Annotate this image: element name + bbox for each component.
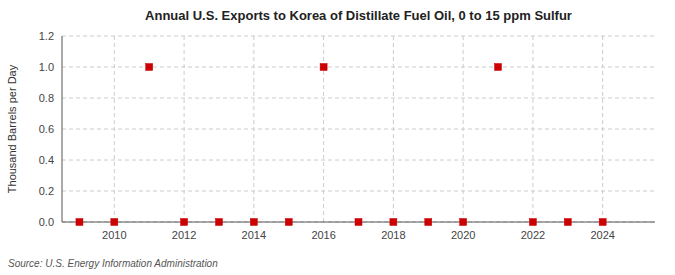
x-grid-line <box>393 36 394 222</box>
source: Source: U.S. Energy Information Administ… <box>8 258 218 269</box>
x-grid-line <box>532 36 533 222</box>
point <box>495 64 502 71</box>
x-tick-label: 2016 <box>311 229 335 241</box>
x-tick-label: 2010 <box>102 229 126 241</box>
y-tick-label: 0.2 <box>39 185 54 197</box>
x-tick-label: 2012 <box>172 229 196 241</box>
points <box>76 64 606 226</box>
y-axis-label: Thousand Barrels per Day <box>6 64 18 193</box>
y-axis-line <box>62 36 63 222</box>
point <box>146 64 153 71</box>
grid <box>62 36 655 222</box>
y-grid-line <box>62 160 655 161</box>
chart: Annual U.S. Exports to Korea of Distilla… <box>0 0 675 275</box>
point <box>285 219 292 226</box>
x-grid-line <box>463 36 464 222</box>
y-grid-line <box>62 98 655 99</box>
x-grid-line <box>253 36 254 222</box>
point <box>250 219 257 226</box>
point <box>460 219 467 226</box>
y-grid-line <box>62 36 655 37</box>
x-tick-label: 2024 <box>590 229 614 241</box>
point <box>564 219 571 226</box>
y-tick-label: 0.8 <box>39 92 54 104</box>
y-tick-label: 0.4 <box>39 154 54 166</box>
x-grid-line <box>602 36 603 222</box>
point <box>529 219 536 226</box>
y-tick-label: 0.6 <box>39 123 54 135</box>
x-tick-label: 2014 <box>242 229 266 241</box>
x-tick-label: 2022 <box>521 229 545 241</box>
point <box>215 219 222 226</box>
y-tick-label: 1.2 <box>39 30 54 42</box>
x-grid-line <box>184 36 185 222</box>
x-grid-line <box>114 36 115 222</box>
point <box>111 219 118 226</box>
y-grid-line <box>62 129 655 130</box>
axes: 0.0 0.2 0.4 0.6 0.8 1.0 1.2 2010 2012 2014 2016 201… <box>39 30 655 241</box>
x-tick-label: 2018 <box>381 229 405 241</box>
x-tick-label: 2020 <box>451 229 475 241</box>
point <box>320 64 327 71</box>
y-tick-label: 0.0 <box>39 216 54 228</box>
y-grid-line <box>62 191 655 192</box>
point <box>355 219 362 226</box>
y-tick-label: 1.0 <box>39 61 54 73</box>
point <box>76 219 83 226</box>
point <box>390 219 397 226</box>
point <box>181 219 188 226</box>
point <box>425 219 432 226</box>
point <box>599 219 606 226</box>
title: Annual U.S. Exports to Korea of Distilla… <box>145 8 572 23</box>
